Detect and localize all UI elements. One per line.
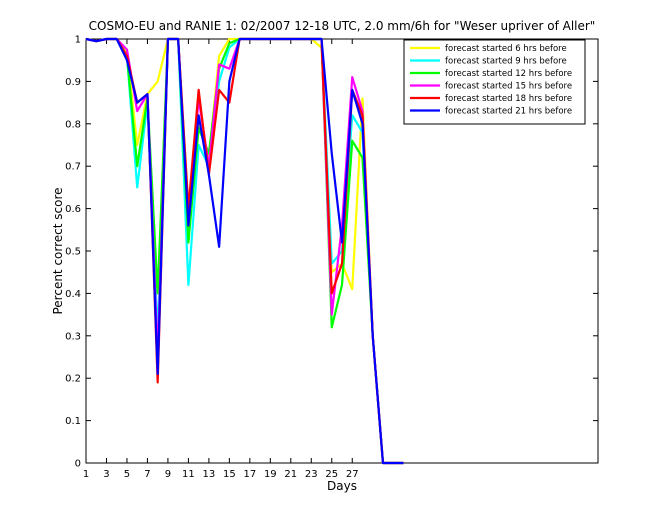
- legend: forecast started 6 hrs before forecast st…: [403, 39, 586, 125]
- y-tick-label: 0.5: [65, 247, 81, 258]
- y-tick-label: 0.1: [65, 416, 81, 427]
- x-tick-label: 3: [103, 469, 109, 480]
- x-tick-label: 15: [223, 469, 236, 480]
- legend-label: forecast started 9 hrs before: [445, 57, 567, 67]
- y-tick-label: 0.2: [65, 374, 81, 385]
- y-axis-label: Percent correct score: [51, 187, 65, 314]
- legend-label: forecast started 18 hrs before: [445, 94, 572, 104]
- x-tick-label: 21: [284, 469, 297, 480]
- x-tick-label: 11: [182, 469, 195, 480]
- chart-title: COSMO-EU and RANIE 1: 02/2007 12-18 UTC,…: [89, 19, 596, 33]
- x-tick-label: 13: [203, 469, 216, 480]
- legend-label: forecast started 21 hrs before: [445, 107, 572, 117]
- legend-label: forecast started 15 hrs before: [445, 82, 572, 92]
- legend-label: forecast started 12 hrs before: [445, 69, 572, 79]
- y-tick-label: 0.9: [65, 77, 81, 88]
- x-tick-label: 27: [346, 469, 359, 480]
- x-tick-label: 17: [243, 469, 256, 480]
- x-axis-label: Days: [327, 479, 357, 493]
- series-line: [85, 37, 404, 465]
- y-tick-label: 1: [75, 35, 81, 46]
- y-tick-label: 0.8: [65, 119, 81, 130]
- y-tick-label: 0: [75, 459, 81, 470]
- y-axis: 0 0.1 0.2 0.3 0.4 0.5 0.6 0.7 0.8 0.9 1: [65, 35, 598, 470]
- x-tick-label: 25: [325, 469, 338, 480]
- x-tick-label: 23: [305, 469, 318, 480]
- x-tick-label: 5: [124, 469, 130, 480]
- x-tick-label: 9: [165, 469, 171, 480]
- x-tick-label: 19: [264, 469, 277, 480]
- y-tick-label: 0.7: [65, 162, 81, 173]
- legend-label: forecast started 6 hrs before: [445, 44, 567, 54]
- x-tick-label: 7: [144, 469, 150, 480]
- y-tick-label: 0.6: [65, 204, 81, 215]
- x-axis: 1 3 5 7 9 11 13 15 17 19 21 23 25 27: [83, 39, 359, 480]
- y-tick-label: 0.4: [65, 289, 81, 300]
- y-tick-label: 0.3: [65, 331, 81, 342]
- x-tick-label: 1: [83, 469, 89, 480]
- data-lines: [85, 37, 404, 465]
